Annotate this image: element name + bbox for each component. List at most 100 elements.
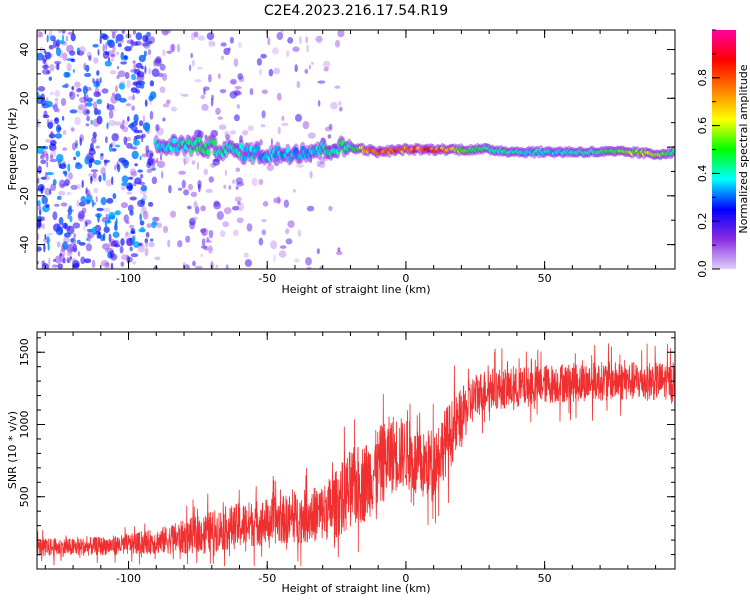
heatmap-noise-cell: [314, 35, 323, 43]
heatmap-noise-cell: [91, 226, 97, 236]
heatmap-noise-cell: [145, 40, 150, 46]
heatmap-noise-cell: [54, 255, 62, 264]
heatmap-noise-cell: [110, 262, 114, 269]
heatmap-noise-cell: [140, 184, 148, 192]
colorbar-tick-label: 0.8: [696, 69, 709, 87]
heatmap-noise-cell: [69, 256, 72, 260]
y-tick-label: 500: [18, 486, 31, 507]
heatmap-noise-cell: [106, 197, 114, 204]
heatmap-noise-cell: [79, 134, 84, 142]
heatmap-noise-cell: [111, 148, 117, 152]
heatmap-noise-cell: [144, 65, 147, 74]
heatmap-noise-cell: [48, 76, 52, 81]
heatmap-noise-cell: [126, 239, 132, 247]
heatmap-noise-cell: [259, 68, 262, 76]
heatmap-noise-cell: [120, 61, 127, 65]
heatmap-noise-cell: [285, 228, 290, 235]
heatmap-noise-cell: [151, 221, 157, 229]
heatmap-noise-cell: [81, 179, 84, 189]
heatmap-noise-cell: [70, 127, 75, 132]
heatmap-noise-cell: [132, 77, 138, 81]
heatmap-noise-cell: [305, 257, 312, 266]
heatmap-noise-cell: [323, 67, 329, 72]
heatmap-noise-cell: [75, 142, 78, 149]
heatmap-noise-cell: [132, 41, 139, 46]
heatmap-noise-cell: [223, 184, 227, 190]
heatmap-noise-cell: [120, 238, 125, 246]
heatmap-noise-cell: [109, 70, 117, 75]
heatmap-noise-cell: [292, 46, 300, 52]
heatmap-noise-cell: [58, 40, 66, 44]
heatmap-noise-cell: [104, 248, 109, 253]
heatmap-noise-cell: [330, 101, 338, 110]
colorbar-tick-label: 0.2: [696, 212, 709, 230]
heatmap-noise-cell: [169, 43, 176, 53]
heatmap-noise-cell: [142, 115, 146, 123]
heatmap-noise-cell: [141, 65, 144, 70]
heatmap-noise-cell: [337, 30, 345, 38]
heatmap-noise-cell: [137, 243, 145, 253]
heatmap-noise-cell: [40, 216, 45, 222]
heatmap-noise-cell: [232, 205, 240, 211]
heatmap-noise-cell: [112, 193, 117, 200]
heatmap-noise-cell: [200, 228, 207, 234]
heatmap-noise-cell: [122, 126, 129, 133]
spectrogram-heatmap: [37, 30, 675, 269]
heatmap-noise-cell: [70, 238, 75, 243]
heatmap-noise-cell: [68, 205, 72, 211]
heatmap-noise-cell: [200, 205, 206, 212]
heatmap-noise-cell: [42, 68, 50, 75]
x-tick-label: 50: [538, 272, 552, 285]
heatmap-noise-cell: [302, 121, 310, 130]
heatmap-noise-cell: [133, 241, 140, 248]
heatmap-noise-cell: [193, 31, 199, 38]
heatmap-noise-cell: [49, 158, 57, 163]
heatmap-noise-cell: [190, 52, 193, 59]
heatmap-noise-cell: [54, 60, 62, 65]
heatmap-noise-cell: [311, 61, 314, 65]
heatmap-noise-cell: [50, 148, 57, 158]
heatmap-noise-cell: [62, 34, 64, 42]
heatmap-noise-cell: [93, 160, 102, 165]
heatmap-noise-cell: [56, 195, 62, 200]
heatmap-noise-cell: [86, 190, 91, 200]
heatmap-noise-cell: [76, 239, 81, 245]
heatmap-noise-cell: [194, 265, 203, 269]
heatmap-noise-cell: [131, 261, 137, 265]
heatmap-noise-cell: [37, 200, 41, 207]
heatmap-noise-cell: [99, 33, 108, 39]
heatmap-noise-cell: [49, 143, 57, 151]
heatmap-noise-cell: [58, 164, 63, 169]
heatmap-noise-cell: [222, 221, 229, 228]
heatmap-noise-cell: [44, 187, 51, 196]
heatmap-noise-cell: [224, 169, 228, 177]
heatmap-noise-cell: [59, 253, 65, 263]
heatmap-noise-cell: [100, 260, 109, 267]
heatmap-noise-cell: [203, 246, 209, 251]
heatmap-noise-cell: [114, 221, 118, 227]
heatmap-noise-cell: [295, 113, 302, 122]
heatmap-noise-cell: [40, 93, 45, 101]
heatmap-noise-cell: [233, 229, 239, 236]
heatmap-noise-cell: [180, 92, 183, 96]
heatmap-noise-cell: [40, 176, 47, 180]
heatmap-noise-cell: [80, 256, 86, 265]
heatmap-noise-cell: [190, 191, 198, 198]
heatmap-noise-cell: [198, 184, 201, 193]
heatmap-noise-cell: [72, 263, 80, 269]
heatmap-noise-cell: [165, 30, 172, 34]
heatmap-noise-cell: [237, 200, 240, 205]
heatmap-noise-cell: [159, 63, 166, 71]
heatmap-noise-cell: [111, 92, 116, 97]
heatmap-noise-cell: [66, 243, 74, 253]
heatmap-noise-cell: [83, 258, 92, 264]
heatmap-noise-cell: [85, 243, 92, 252]
heatmap-noise-cell: [65, 172, 73, 181]
heatmap-noise-cell: [120, 202, 128, 209]
heatmap-noise-cell: [105, 179, 112, 187]
heatmap-noise-cell: [51, 264, 58, 268]
heatmap-noise-cell: [161, 30, 170, 36]
heatmap-noise-cell: [149, 80, 155, 87]
heatmap-noise-cell: [99, 36, 102, 45]
